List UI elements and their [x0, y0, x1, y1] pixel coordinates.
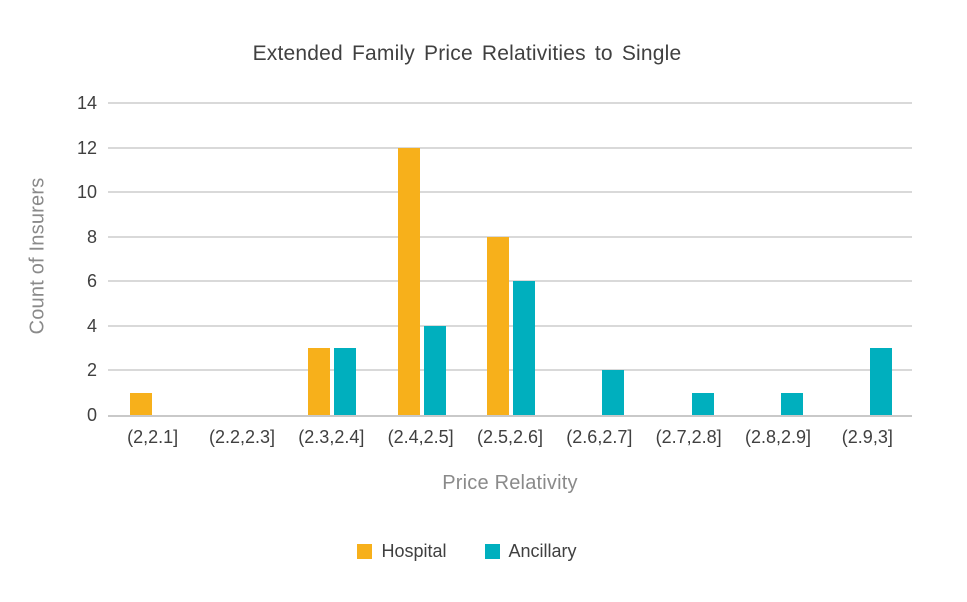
bar-hospital	[487, 236, 509, 415]
gridline	[108, 280, 912, 283]
legend-swatch-hospital	[357, 544, 373, 559]
plot-area	[108, 102, 912, 417]
x-tick-label: (2.8,2.9]	[744, 427, 812, 447]
bar-hospital	[397, 147, 420, 415]
legend-item-ancillary: Ancillary	[484, 541, 577, 562]
y-tick-label: 6	[86, 271, 97, 292]
gridline	[108, 146, 912, 149]
bar-hospital	[129, 392, 152, 415]
y-tick-label: 12	[76, 137, 97, 158]
x-tick-label: (2.5,2.6]	[476, 427, 544, 447]
x-tick-label: (2.7,2.8]	[655, 427, 722, 447]
bar-ancillary	[691, 392, 714, 415]
y-tick-label: 2	[86, 360, 97, 381]
x-axis-ticks: (2,2.1] (2.2,2.3] (2.3,2.4] (2.4,2.5] (2.5,2…	[108, 424, 912, 452]
legend-label: Ancillary	[508, 541, 577, 561]
bar-ancillary	[870, 348, 893, 415]
y-tick-label: 4	[86, 315, 97, 336]
chart-title: Extended Family Price Relativities to Si…	[252, 42, 682, 65]
gridline	[108, 369, 912, 372]
gridline	[108, 324, 912, 327]
legend-label: Hospital	[381, 541, 447, 561]
y-tick-label: 10	[76, 182, 97, 203]
gridline	[108, 102, 912, 104]
gridline	[108, 235, 912, 238]
legend: Hospital Ancillary	[0, 541, 934, 562]
bar-hospital	[308, 348, 331, 415]
bar-ancillary	[334, 348, 357, 415]
y-axis-ticks: 0 2 4 6 8 10 12 14	[0, 93, 97, 425]
x-axis-title: Price Relativity	[442, 472, 578, 494]
y-tick-label: 8	[86, 226, 97, 247]
x-tick-label: (2.2,2.3]	[208, 427, 276, 447]
x-tick-label: (2,2.1]	[127, 427, 179, 447]
y-tick-label: 14	[76, 93, 97, 113]
legend-item-hospital: Hospital	[357, 541, 447, 562]
bar-ancillary	[602, 370, 625, 415]
bar-ancillary	[781, 392, 803, 415]
x-tick-label: (2.3,2.4]	[298, 427, 365, 447]
legend-swatch-ancillary	[484, 544, 500, 559]
x-tick-label: (2.6,2.7]	[566, 427, 633, 447]
gridline	[108, 191, 912, 194]
x-tick-label: (2.4,2.5]	[387, 427, 454, 447]
y-tick-label: 0	[86, 405, 97, 425]
bar-ancillary	[513, 281, 535, 415]
x-tick-label: (2.9,3]	[841, 427, 893, 447]
bar-ancillary	[423, 325, 446, 415]
